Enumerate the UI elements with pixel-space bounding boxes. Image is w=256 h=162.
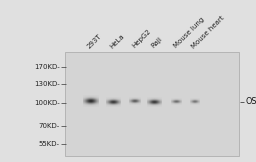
Text: OSMR: OSMR (245, 97, 256, 106)
Text: HeLa: HeLa (109, 33, 126, 49)
Text: Raji: Raji (150, 36, 163, 49)
Text: 55KD-: 55KD- (39, 141, 60, 147)
Text: 100KD-: 100KD- (34, 100, 60, 106)
Text: 170KD-: 170KD- (34, 64, 60, 70)
Text: HepG2: HepG2 (131, 29, 152, 49)
Text: 70KD-: 70KD- (38, 123, 60, 129)
Bar (65, 52, 239, 156)
Text: 293T: 293T (86, 33, 103, 49)
Text: Mouse heart: Mouse heart (191, 14, 226, 49)
Text: Mouse lung: Mouse lung (173, 17, 205, 49)
Text: 130KD-: 130KD- (34, 81, 60, 87)
